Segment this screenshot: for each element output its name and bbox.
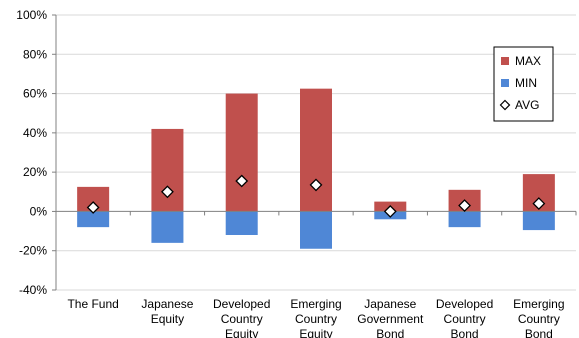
x-tick-label: Bond [525,327,553,338]
bars [77,88,555,249]
x-tick-label: Country [221,312,263,326]
x-tick-label: Japanese [364,297,416,311]
y-tick-label: 40% [23,126,47,140]
x-tick-label: Bond [451,327,479,338]
x-tick-label: Country [444,312,486,326]
x-tick-label: Equity [299,327,332,338]
bar-min [300,211,332,249]
x-tick-labels: The Fund JapaneseEquityDevelopedCountryEq… [67,297,564,338]
bar-max [300,88,332,212]
y-tick-label: -20% [19,244,47,258]
y-tick-label: 80% [23,47,47,61]
avg-marker [532,197,546,210]
avg-marker [161,185,174,199]
x-tick-label: Government [357,312,424,326]
legend-swatch [499,99,511,111]
bar-min [448,211,481,228]
legend-swatch [501,57,509,65]
x-tick-label: Equity [151,312,184,326]
legend-label: MAX [515,54,541,68]
bar-max [225,93,258,212]
avg-marker [383,205,397,218]
legend-label: AVG [515,98,539,112]
bar-min [151,211,184,243]
y-tick-label: 20% [23,165,47,179]
avg-marker [458,199,471,212]
y-tick-labels: 100% 80% 60% 40% 20% 0% -20% -40% [16,8,47,297]
legend: MAX MIN AVG [493,46,554,122]
x-tick-label: Japanese [141,297,193,311]
x-tick-label: The Fund [67,297,118,311]
x-tick-label: Bond [376,327,404,338]
y-tick-label: 0% [30,204,48,218]
legend-swatch [501,79,509,87]
avg-marker [235,174,249,188]
y-tick-label: 100% [16,8,47,22]
bar-min [522,211,555,231]
avg-markers [86,174,546,218]
y-tick-label: -40% [19,283,47,297]
x-tick-label: Country [295,312,337,326]
avg-marker [309,178,323,192]
bar-max [151,128,184,212]
bar-min [77,211,110,228]
x-tick-label: Emerging [513,297,564,311]
x-tick-label: Developed [213,297,270,311]
avg-marker [86,201,100,214]
x-tick-label: Country [518,312,560,326]
bar-min [225,211,258,235]
y-tick-label: 60% [23,87,47,101]
x-tick-label: Emerging [290,297,341,311]
axes [52,14,577,291]
legend-label: MIN [515,76,537,90]
x-tick-label: Equity [225,327,258,338]
x-tick-label: Developed [436,297,493,311]
